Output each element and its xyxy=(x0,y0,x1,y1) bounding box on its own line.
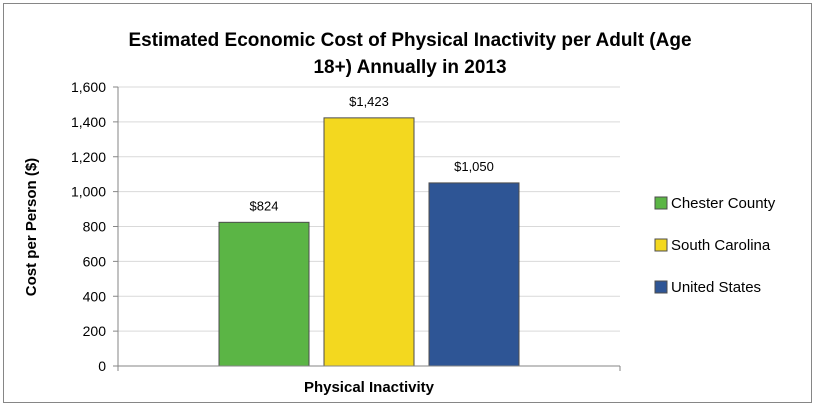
y-tick-label: 1,400 xyxy=(71,114,106,130)
chart-title-line-1: Estimated Economic Cost of Physical Inac… xyxy=(128,30,691,51)
data-label-chester-county: $824 xyxy=(250,198,279,213)
legend-swatch-south-carolina xyxy=(654,238,668,252)
legend-label-chester-county: Chester County xyxy=(671,195,776,212)
legend-swatch-chester-county xyxy=(654,196,668,210)
bar-united-states xyxy=(428,182,520,367)
y-tick-label: 1,200 xyxy=(71,149,106,165)
legend-label-south-carolina: South Carolina xyxy=(671,237,771,254)
y-tick-label: 600 xyxy=(83,253,107,269)
y-tick-label: 800 xyxy=(83,219,107,235)
legend-label-united-states: United States xyxy=(671,279,761,296)
y-axis-label: Cost per Person ($) xyxy=(23,158,40,296)
y-tick-label: 1,600 xyxy=(71,79,106,95)
y-axis-ticks: 0 200 400 600 800 1,000 1,200 1,400 1,600 xyxy=(71,79,118,374)
legend: Chester County South Carolina United State… xyxy=(654,195,776,296)
bar-south-carolina xyxy=(323,117,415,367)
chart-title-line-2: 18+) Annually in 2013 xyxy=(313,57,506,78)
data-labels: $824 $1,423 $1,050 xyxy=(250,94,494,213)
legend-swatch-united-states xyxy=(654,280,668,294)
y-tick-label: 1,000 xyxy=(71,184,106,200)
data-label-united-states: $1,050 xyxy=(454,159,494,174)
data-label-south-carolina: $1,423 xyxy=(349,94,389,109)
bars xyxy=(218,117,520,367)
x-axis-label: Physical Inactivity xyxy=(304,379,435,396)
bar-chester-county xyxy=(218,221,310,367)
y-tick-label: 400 xyxy=(83,288,107,304)
chart-title: Estimated Economic Cost of Physical Inac… xyxy=(128,30,691,78)
y-tick-label: 200 xyxy=(83,323,107,339)
y-tick-label: 0 xyxy=(98,358,106,374)
